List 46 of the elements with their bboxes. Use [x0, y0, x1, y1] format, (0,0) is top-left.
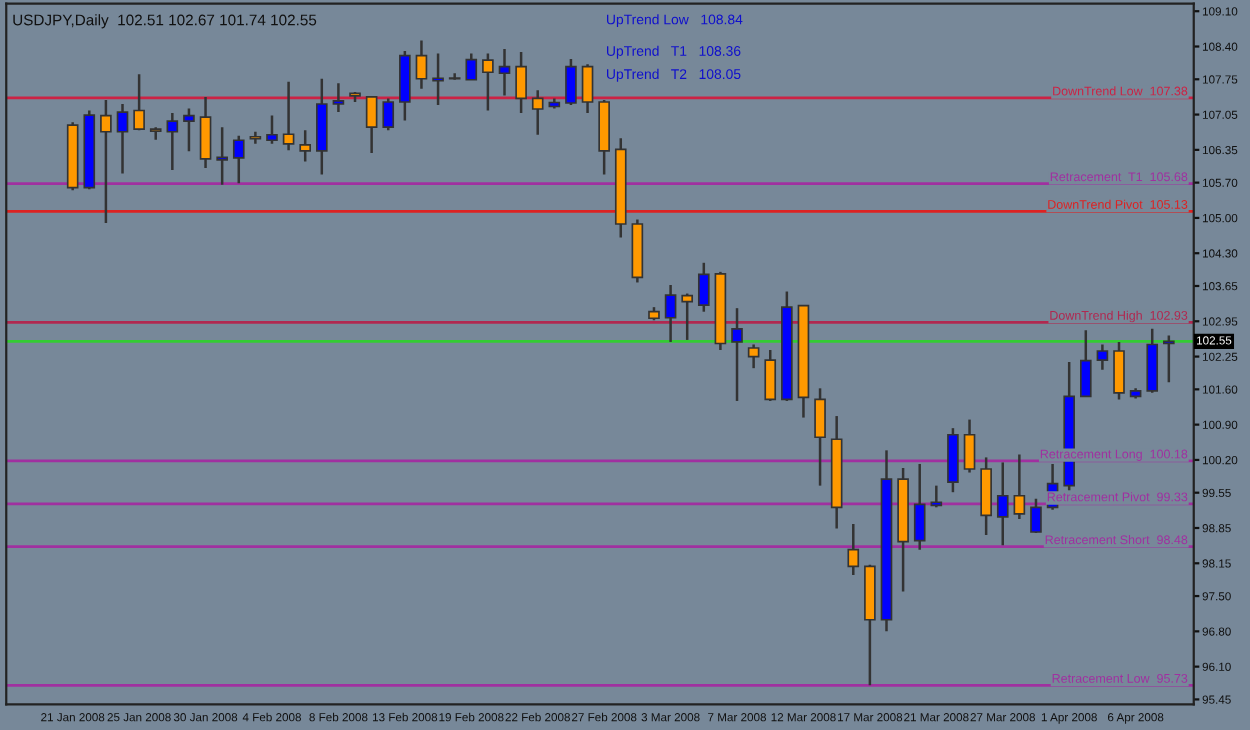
candlestick [399, 49, 411, 122]
candlestick [913, 462, 926, 551]
candlestick [482, 52, 494, 112]
candlestick [216, 125, 228, 186]
candlestick [415, 39, 428, 91]
candlestick [282, 80, 295, 152]
candlestick [315, 77, 328, 176]
candlestick [332, 82, 345, 114]
candlestick [432, 52, 444, 107]
candlestick [183, 107, 195, 153]
candlestick [847, 522, 860, 577]
candlestick [930, 484, 943, 509]
candlestick [963, 418, 976, 474]
candlestick [382, 97, 395, 132]
candlestick [133, 72, 145, 132]
candlestick [565, 57, 577, 107]
candlestick [232, 134, 245, 185]
candlestick [266, 114, 278, 146]
candlestick [764, 348, 777, 403]
candlestick [1013, 453, 1026, 521]
candlestick [697, 261, 710, 313]
candlestick [1163, 334, 1175, 384]
candlestick [100, 98, 112, 225]
candlestick [498, 47, 511, 97]
candlestick [747, 343, 760, 370]
candlestick [116, 102, 129, 175]
candlestick [814, 387, 826, 487]
candlestick [664, 283, 677, 344]
candlestick [947, 426, 959, 494]
candlestick [1113, 340, 1125, 401]
candlestick [199, 95, 212, 170]
candlestick [299, 128, 312, 163]
candlestick [581, 62, 594, 115]
candlestick [1030, 497, 1042, 535]
candlestick [465, 52, 478, 82]
candlestick [365, 94, 378, 155]
candlestick [531, 89, 544, 136]
candlestick [1096, 343, 1109, 371]
candlestick [515, 50, 527, 115]
candlestick [681, 292, 694, 342]
candlestick [731, 306, 743, 403]
candlestick [980, 456, 992, 537]
candlestick [1079, 329, 1092, 398]
candlestick [1146, 327, 1159, 395]
candlestick [996, 461, 1009, 547]
candlestick [166, 111, 179, 172]
